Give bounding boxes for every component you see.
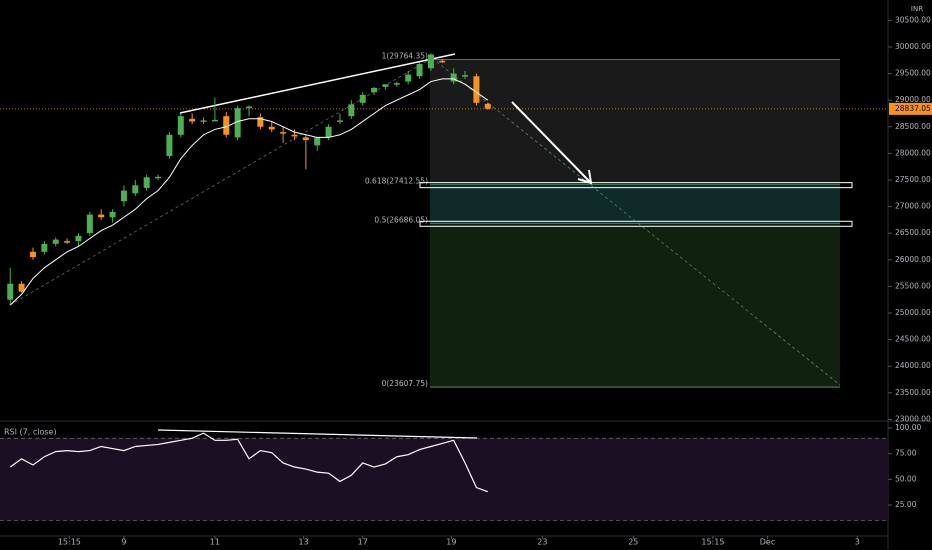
candle-body [155, 176, 162, 179]
rsi-title: RSI (7, close) [4, 428, 57, 437]
candle-body [268, 126, 275, 130]
candle-body [64, 241, 71, 243]
y-tick-label: 23500.00 [895, 388, 931, 397]
candle-body [166, 134, 173, 157]
last-price-box [889, 102, 932, 115]
candle-body [109, 211, 116, 218]
y-tick-label: 24000.00 [895, 361, 931, 370]
candle-body [29, 251, 36, 258]
y-tick-label: 27500.00 [895, 175, 931, 184]
y-tick-label: 23000.00 [895, 414, 931, 423]
candle-body [314, 137, 321, 146]
y-tick-label: 25000.00 [895, 308, 931, 317]
candle-body [427, 54, 434, 69]
candle-body [98, 214, 105, 218]
candle-body [450, 73, 457, 82]
rsi-tick-label: 50.00 [895, 474, 917, 483]
y-tick-label: 29000.00 [895, 95, 931, 104]
zone-box [419, 182, 853, 189]
candle-body [86, 214, 93, 234]
y-tick-label: 28500.00 [895, 122, 931, 131]
arrow-line [511, 101, 591, 183]
candle-body [336, 120, 343, 122]
candle-body [405, 74, 412, 82]
arrow-head [577, 169, 593, 185]
y-tick-label: 28000.00 [895, 148, 931, 157]
candle-body [177, 116, 184, 135]
zone-box [419, 220, 853, 227]
candle-body [7, 283, 14, 300]
x-tick-label: Dec [760, 538, 775, 547]
moving-average [9, 78, 489, 306]
candle-body [484, 103, 491, 109]
fib-label: 0.618(27412.55) [365, 177, 428, 186]
fib-label: 0.5(26686.05) [374, 215, 428, 224]
x-tick-label: 17 [358, 538, 368, 547]
rsi-tick-label: 25.00 [895, 500, 917, 509]
candle-body [189, 118, 196, 122]
fib-zone [430, 59, 840, 185]
candle-body [18, 283, 25, 292]
candle-body [371, 87, 378, 93]
candle-body [200, 120, 207, 122]
candle-body [41, 243, 48, 252]
x-tick-label: 9 [121, 538, 126, 547]
x-tick-label: 25 [628, 538, 638, 547]
y-tick-label: 24500.00 [895, 335, 931, 344]
x-tick-label: 19 [446, 538, 456, 547]
candle-body [473, 76, 480, 103]
fib-zone [430, 223, 840, 388]
candle-body [291, 134, 298, 137]
candle-body [462, 75, 469, 77]
candle-body [257, 117, 264, 127]
candle-body [143, 177, 150, 188]
fib-zone [430, 184, 840, 224]
fib-label: 0(23607.75) [382, 379, 428, 388]
candle-body [416, 64, 423, 77]
candle-body [348, 104, 355, 117]
candle-body [120, 190, 127, 202]
fib-label: 1(29764.35) [382, 52, 428, 61]
candle-body [393, 83, 400, 85]
y-tick-label: 30000.00 [895, 42, 931, 51]
x-tick-label: 13 [298, 538, 308, 547]
y-tick-label: 27000.00 [895, 202, 931, 211]
rsi-tick-label: 100.00 [895, 423, 921, 432]
candle-body [234, 108, 241, 138]
last-price-label: 28837.05 [895, 104, 931, 113]
x-tick-label: 23 [537, 538, 547, 547]
candle-body [439, 60, 446, 63]
y-tick-label: 29500.00 [895, 69, 931, 78]
y-tick-label: 25500.00 [895, 281, 931, 290]
currency: INR [911, 5, 923, 13]
rsi-line [9, 432, 488, 493]
candle-body [359, 94, 366, 103]
x-tick-label: 3 [855, 538, 860, 547]
trend-line [179, 53, 456, 114]
y-tick-label: 26500.00 [895, 228, 931, 237]
rsi-tick-label: 75.00 [895, 449, 917, 458]
x-tick-label: 15:15 [58, 538, 81, 547]
y-tick-label: 26000.00 [895, 255, 931, 264]
candle-body [75, 235, 82, 242]
y-tick-label: 30500.00 [895, 15, 931, 24]
candle-body [382, 84, 389, 87]
candle-body [52, 239, 59, 244]
rsi-divergence [157, 429, 478, 439]
candle-body [302, 137, 309, 141]
candle-body [223, 116, 230, 135]
x-tick-label: 15:15 [701, 538, 724, 547]
candle-body [132, 185, 139, 194]
rsi-band [0, 438, 888, 521]
candle-body [325, 126, 332, 138]
x-tick-label: 11 [210, 538, 220, 547]
candle-body [280, 132, 287, 134]
candle-body [246, 106, 253, 109]
candle-body [211, 119, 218, 122]
